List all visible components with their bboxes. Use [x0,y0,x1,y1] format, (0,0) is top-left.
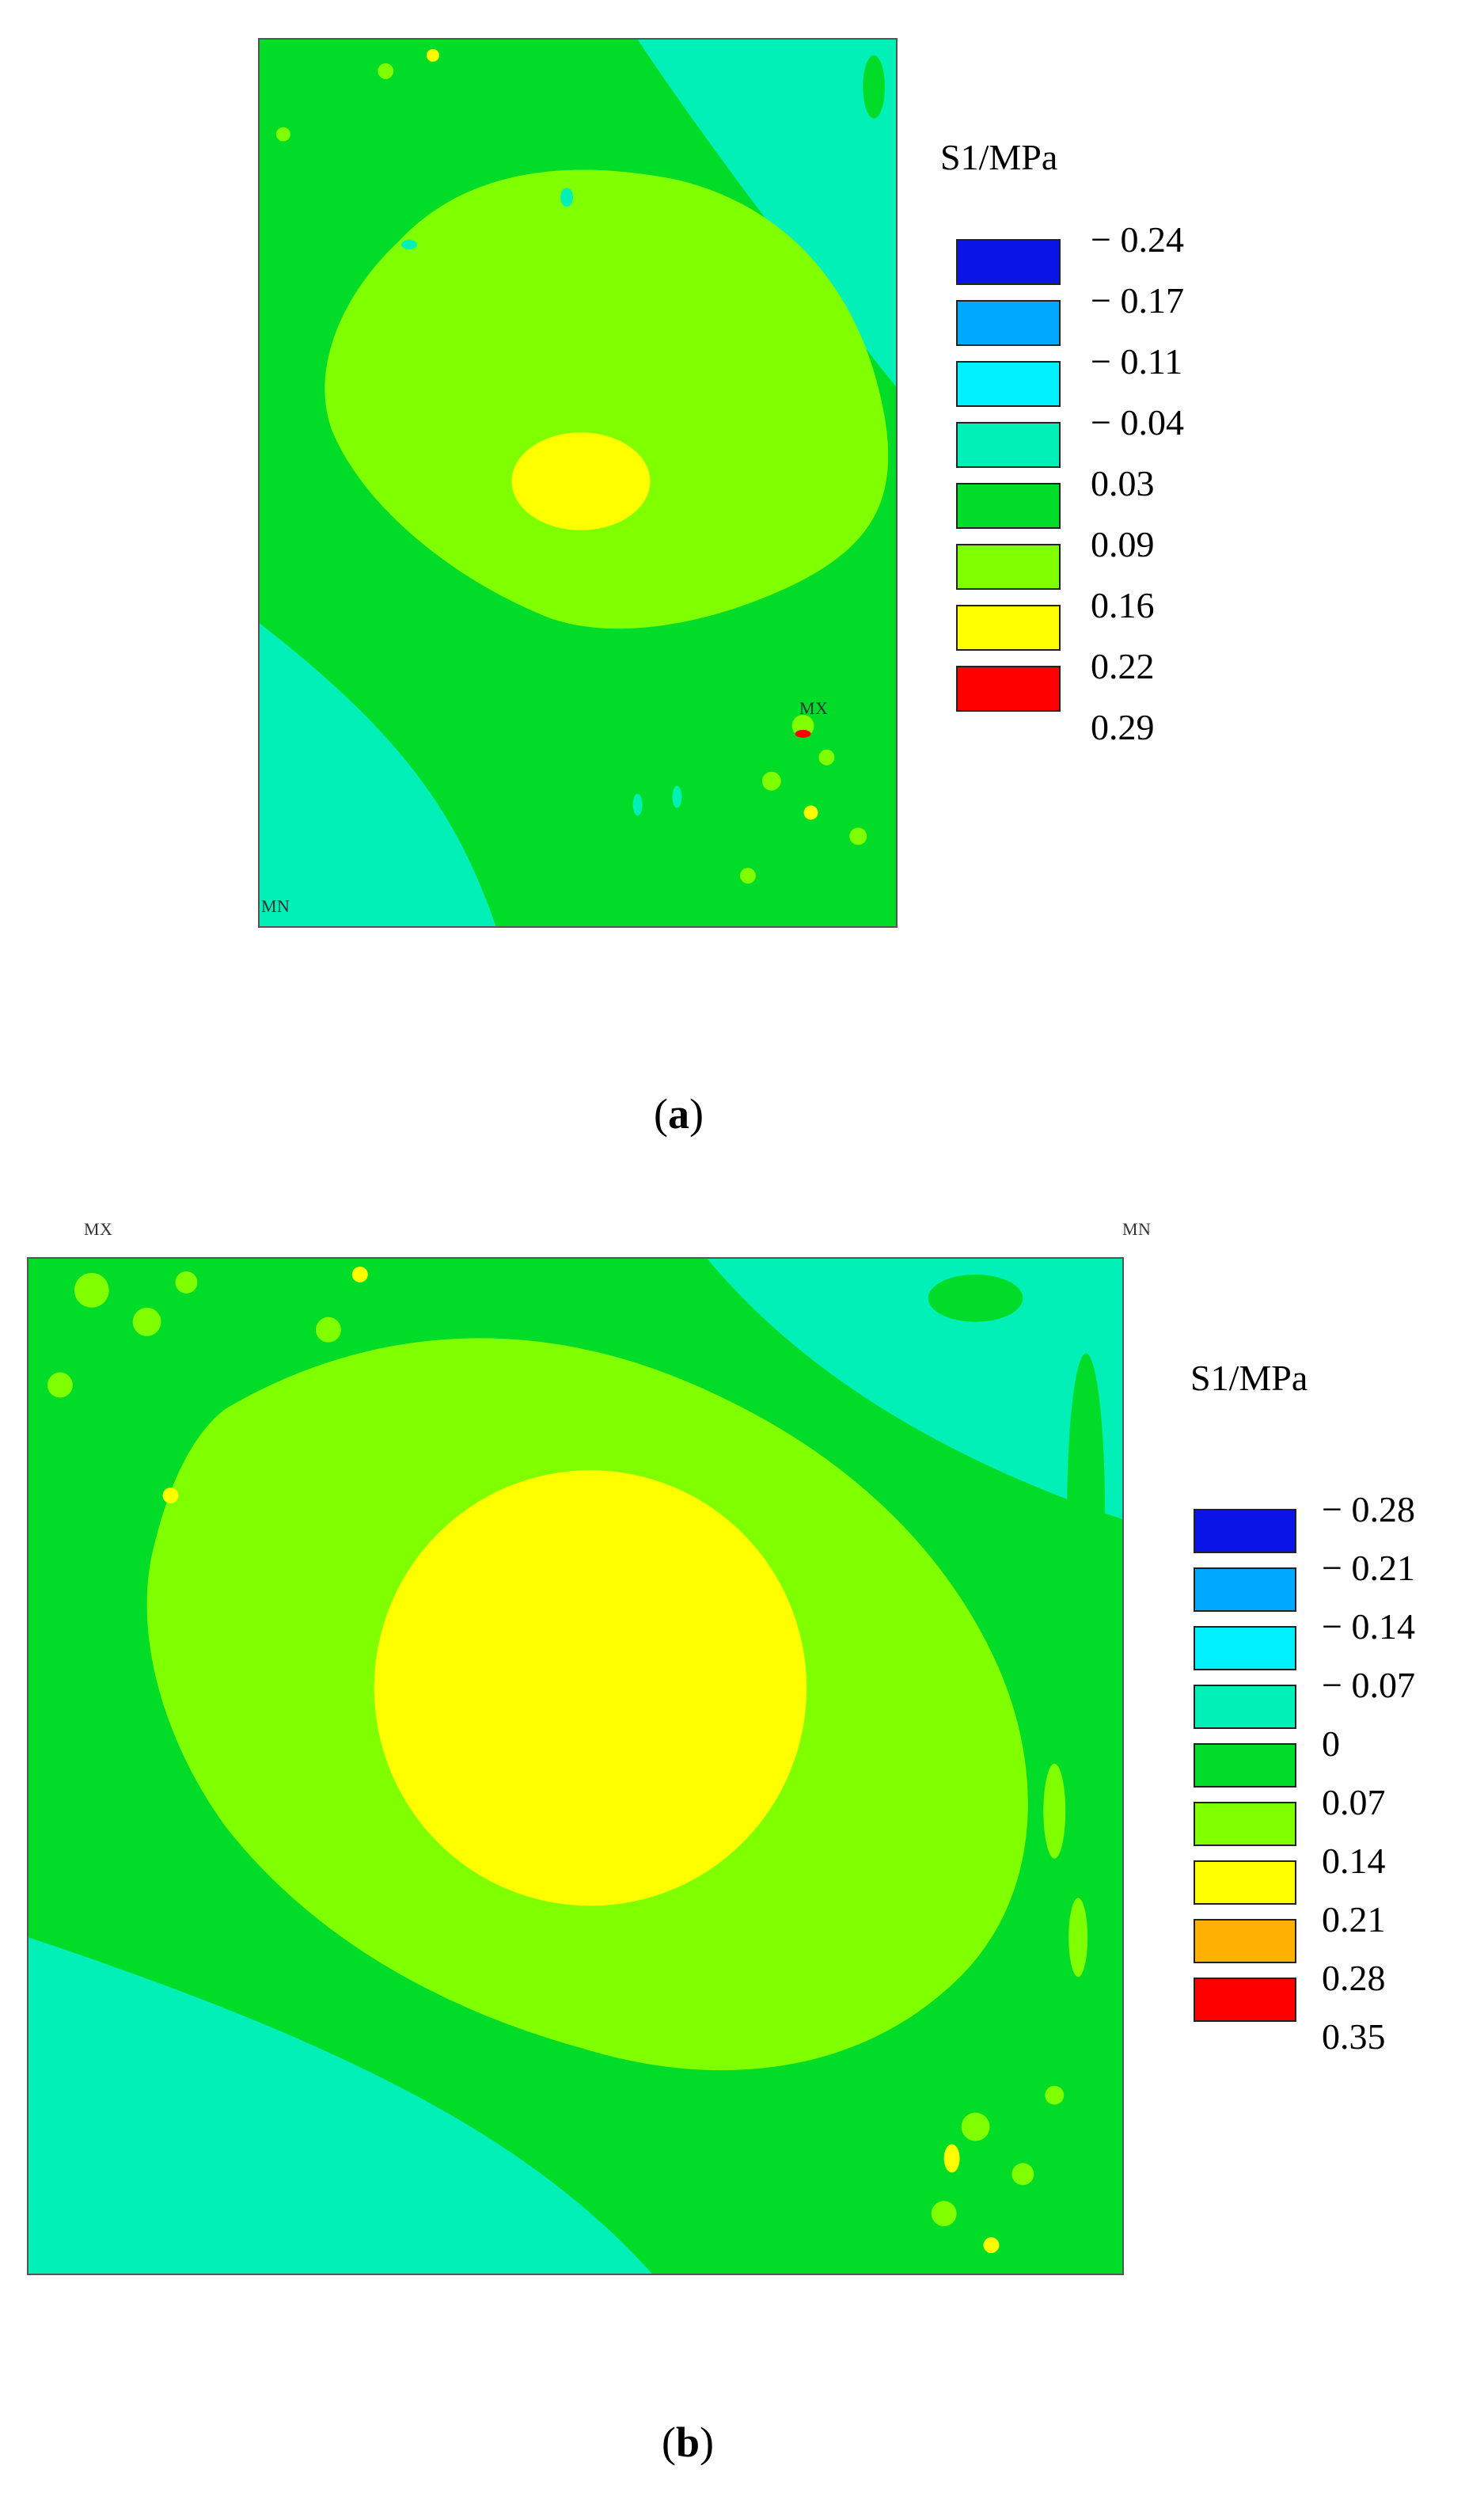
legend-swatch [1194,1626,1296,1670]
legend-value: − 0.28 [1322,1489,1415,1529]
caption-a: (a) [654,1089,704,1138]
legend-value: − 0.04 [1091,402,1184,443]
legend-value: − 0.14 [1322,1606,1415,1647]
legend-swatch [956,300,1061,346]
legend-value: 0.16 [1091,585,1155,625]
contour-plot-a [258,38,898,928]
legend-value: 0.14 [1322,1841,1386,1881]
legend-swatch [1194,1919,1296,1963]
legend-value: 0.09 [1091,524,1155,564]
legend-value: 0.21 [1322,1899,1386,1940]
max-marker-a: MX [799,698,829,718]
legend-value: 0 [1322,1723,1340,1764]
legend-value: − 0.11 [1091,341,1183,382]
contour-plot-a-svg [260,40,896,926]
legend-value: 0.22 [1091,646,1155,686]
contour-plot-b [27,1257,1124,2275]
min-marker-a: MN [261,896,290,916]
legend-title-a: S1/MPa [940,137,1058,177]
legend-swatch [1194,1509,1296,1553]
caption-b-letter: b [675,2418,700,2466]
legend-swatch [956,361,1061,407]
caption-a-letter: a [667,1090,689,1138]
legend-swatch [956,239,1061,285]
legend-value: 0.07 [1322,1782,1386,1822]
legend-swatch [956,666,1061,712]
min-marker-b: MN [1122,1219,1152,1239]
legend-swatch [1194,1685,1296,1729]
caption-a-close: ) [689,1090,704,1138]
legend-swatch [956,605,1061,651]
legend-value: − 0.07 [1322,1665,1415,1705]
legend-value: 0.03 [1091,463,1155,503]
legend-title-b: S1/MPa [1190,1358,1308,1398]
legend-swatch [1194,1860,1296,1905]
caption-b-close: ) [700,2418,715,2466]
legend-swatch [1194,1978,1296,2022]
caption-b: (b) [662,2418,714,2467]
legend-value: − 0.21 [1322,1548,1415,1588]
legend-swatch [956,544,1061,590]
legend-swatch [1194,1743,1296,1788]
caption-b-open: ( [662,2418,676,2466]
contour-plot-b-svg [28,1259,1122,2274]
legend-value: 0.28 [1322,1958,1386,1998]
legend-value: − 0.17 [1091,280,1184,321]
max-marker-b: MX [84,1219,113,1239]
legend-swatch [1194,1567,1296,1612]
legend-swatch [956,483,1061,529]
caption-a-open: ( [654,1090,668,1138]
legend-swatch [1194,1802,1296,1846]
legend-swatch [956,422,1061,468]
legend-value: 0.29 [1091,707,1155,747]
legend-value: 0.35 [1322,2016,1386,2057]
legend-value: − 0.24 [1091,219,1184,260]
